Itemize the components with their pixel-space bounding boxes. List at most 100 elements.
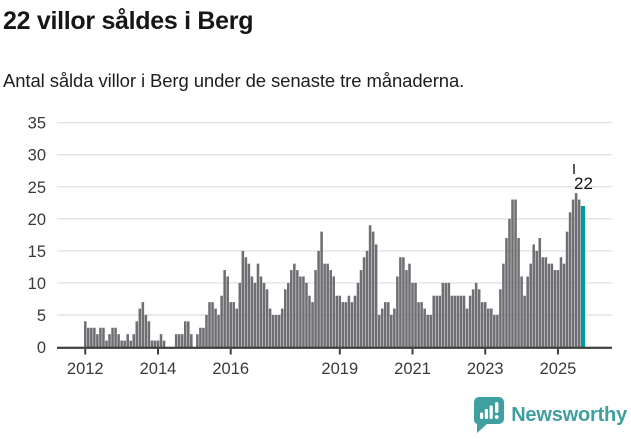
- bar: [341, 302, 345, 347]
- bar: [126, 334, 129, 347]
- bar: [508, 218, 511, 347]
- bar: [502, 263, 505, 347]
- bar: [559, 257, 563, 347]
- bar: [323, 263, 326, 347]
- bar: [462, 295, 466, 347]
- bar: [420, 302, 423, 347]
- bar: [290, 270, 293, 347]
- bar: [432, 295, 435, 347]
- bar: [390, 314, 393, 347]
- bar: [196, 334, 199, 347]
- bar: [350, 302, 354, 347]
- bar: [396, 276, 399, 347]
- bar: [532, 244, 535, 347]
- bar: [262, 282, 266, 347]
- bar: [108, 334, 111, 347]
- bar: [132, 334, 136, 347]
- highlighted-latest-bar: [580, 205, 586, 347]
- y-axis-tick-label: 5: [37, 307, 46, 325]
- exclamation-bar: [495, 402, 499, 413]
- bar: [383, 302, 387, 347]
- bar: [114, 327, 117, 347]
- x-axis-tick: [156, 349, 159, 355]
- bar: [459, 295, 463, 347]
- y-axis-tick-label: 20: [28, 211, 46, 229]
- bar: [311, 302, 314, 347]
- bar: [568, 212, 572, 347]
- bar: [202, 327, 205, 347]
- bar: [280, 308, 284, 347]
- bar: [387, 302, 390, 347]
- bar: [120, 340, 123, 347]
- mini-bar-chart-glyph: [480, 402, 499, 419]
- bar: [426, 314, 429, 347]
- bar: [541, 257, 545, 347]
- bar: [414, 282, 417, 347]
- bar: [423, 308, 426, 347]
- bar: [271, 314, 275, 347]
- bar: [514, 199, 517, 347]
- bar: [520, 276, 523, 347]
- bar: [480, 302, 484, 347]
- bar: [117, 334, 120, 347]
- bar: [526, 276, 529, 347]
- bar: [474, 282, 478, 347]
- x-axis-tick: [229, 349, 232, 355]
- bar: [277, 314, 281, 347]
- x-axis-tick: [484, 349, 487, 355]
- y-axis-tick-label: 35: [28, 115, 46, 133]
- bar: [180, 334, 184, 347]
- bar: [314, 270, 317, 347]
- bar: [129, 340, 132, 347]
- bar: [220, 295, 223, 347]
- bar: [344, 302, 348, 347]
- bar: [250, 276, 254, 347]
- annotation-value-label: 22: [574, 174, 593, 193]
- bar: [244, 257, 248, 347]
- bar: [335, 295, 339, 347]
- bar: [465, 308, 469, 347]
- x-axis-tick: [556, 349, 559, 355]
- bar: [365, 250, 369, 347]
- bar: [308, 295, 311, 347]
- bar: [523, 295, 526, 347]
- bar: [393, 308, 396, 347]
- bar: [293, 263, 296, 347]
- bar: [399, 257, 402, 347]
- bar: [468, 295, 472, 347]
- bar: [326, 263, 329, 347]
- bar: [247, 263, 251, 347]
- bar: [153, 340, 157, 347]
- x-axis-tick-label: 2012: [67, 360, 104, 378]
- bar: [438, 295, 442, 347]
- x-axis-tick-label: 2014: [140, 360, 177, 378]
- bar: [87, 327, 90, 347]
- bar: [511, 199, 514, 347]
- bar: [162, 340, 166, 347]
- bar: [405, 270, 408, 347]
- bar: [199, 327, 202, 347]
- bar: [253, 282, 257, 347]
- y-axis-tick-label: 15: [28, 243, 46, 261]
- bar: [283, 289, 287, 347]
- bar: [265, 289, 269, 347]
- newsworthy-logo-text: Newsworthy: [511, 403, 627, 426]
- bar: [408, 263, 411, 347]
- bar: [496, 314, 499, 347]
- speech-bubble-shape: [474, 397, 505, 433]
- bar: [362, 257, 366, 347]
- page-title: 22 villor såldes i Berg: [3, 7, 254, 35]
- bar: [217, 314, 220, 347]
- bar: [226, 276, 229, 347]
- bar: [356, 282, 360, 347]
- bar: [553, 270, 557, 347]
- bar: [90, 327, 93, 347]
- bar: [111, 327, 114, 347]
- bar: [299, 276, 302, 347]
- bar: [296, 270, 299, 347]
- bar: [268, 308, 272, 347]
- bar: [241, 250, 245, 347]
- x-axis-tick-label: 2019: [321, 360, 358, 378]
- bar: [332, 276, 336, 347]
